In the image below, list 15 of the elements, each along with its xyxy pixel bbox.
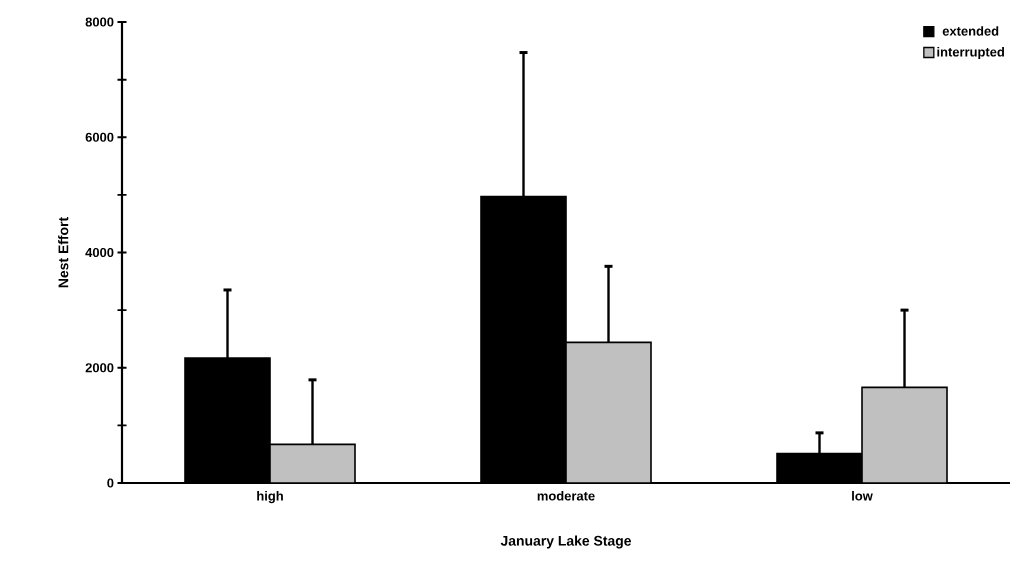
y-tick-label: 4000	[85, 247, 114, 258]
y-axis-title: Nest Effort	[58, 217, 69, 288]
x-tick-label: high	[257, 491, 283, 504]
y-tick-label: 0	[107, 478, 114, 488]
legend-label: extended	[942, 26, 999, 36]
bar	[861, 386, 948, 483]
x-tick-label: low	[852, 491, 873, 501]
legend-label: interrupted	[937, 47, 1004, 60]
bar	[565, 341, 652, 483]
x-tick-label: moderate	[537, 491, 595, 501]
y-tick-label: 2000	[85, 363, 114, 373]
y-tick-label: 8000	[85, 17, 114, 27]
x-axis-title: January Lake Stage	[500, 535, 632, 549]
bar	[269, 443, 356, 483]
y-tick-label: 6000	[85, 132, 114, 142]
